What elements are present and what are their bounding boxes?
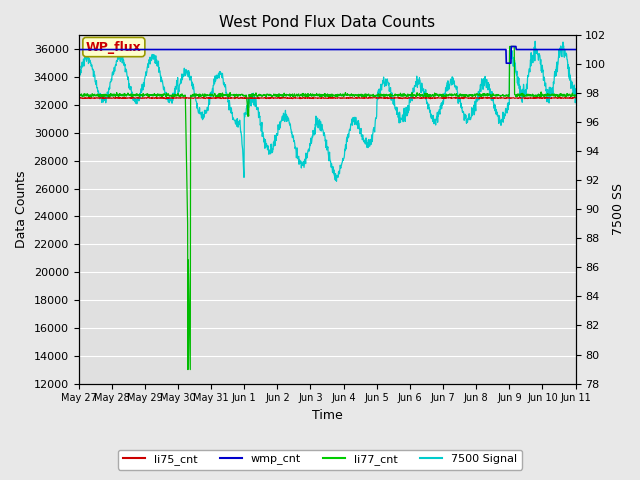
Legend: li75_cnt, wmp_cnt, li77_cnt, 7500 Signal: li75_cnt, wmp_cnt, li77_cnt, 7500 Signal [118,450,522,469]
Title: West Pond Flux Data Counts: West Pond Flux Data Counts [219,15,435,30]
Y-axis label: 7500 SS: 7500 SS [612,183,625,235]
Y-axis label: Data Counts: Data Counts [15,171,28,248]
X-axis label: Time: Time [312,409,342,422]
Text: WP_flux: WP_flux [86,40,141,54]
